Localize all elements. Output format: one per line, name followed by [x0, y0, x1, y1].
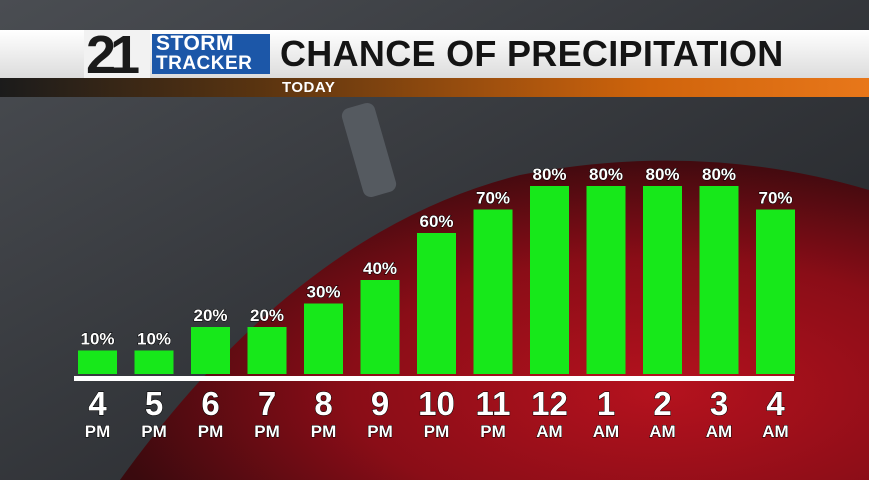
bar: [78, 350, 117, 374]
x-tick-period: PM: [367, 422, 393, 441]
logo-line1: STORM: [156, 32, 234, 55]
x-tick-hour: 4: [88, 385, 107, 422]
bar-value-label: 10%: [80, 330, 114, 349]
bar: [191, 327, 230, 374]
x-axis-line: [74, 376, 794, 381]
bar-value-label: 20%: [193, 306, 227, 325]
x-tick-hour: 6: [201, 385, 219, 422]
x-tick-period: AM: [649, 422, 675, 441]
page-title: CHANCE OF PRECIPITATION: [280, 33, 784, 74]
bar-value-label: 80%: [645, 165, 679, 184]
bar: [643, 186, 682, 374]
bar: [360, 280, 400, 374]
x-tick-hour: 4: [766, 385, 785, 422]
x-tick-period: PM: [141, 422, 167, 441]
x-tick-period: PM: [480, 422, 506, 441]
x-tick-hour: 5: [145, 385, 163, 422]
bar-value-label: 10%: [137, 330, 171, 349]
x-tick-period: AM: [593, 422, 619, 441]
x-tick-period: PM: [198, 422, 224, 441]
bar: [530, 186, 569, 374]
bar-value-label: 80%: [532, 165, 566, 184]
bar-value-label: 40%: [363, 259, 397, 278]
x-tick-hour: 2: [653, 385, 671, 422]
station-logo: 21 STORM TRACKER: [84, 25, 270, 85]
bar-value-label: 80%: [702, 165, 736, 184]
x-tick-hour: 9: [371, 385, 389, 422]
bar: [417, 233, 456, 374]
bar: [756, 209, 795, 374]
subtitle-bar: TODAY: [0, 78, 869, 97]
logo-number: 21: [86, 25, 140, 85]
x-tick-period: AM: [536, 422, 562, 441]
bar: [586, 186, 626, 374]
bar-value-label: 30%: [306, 283, 340, 302]
x-tick-period: AM: [706, 422, 732, 441]
bar-value-label: 80%: [589, 165, 623, 184]
x-tick-period: PM: [85, 422, 111, 441]
x-tick-period: PM: [311, 422, 337, 441]
logo-line2: TRACKER: [156, 53, 253, 74]
x-tick-period: AM: [762, 422, 788, 441]
bar: [247, 327, 287, 374]
subtitle: TODAY: [282, 79, 336, 96]
bar: [304, 303, 343, 374]
x-tick-hour: 11: [476, 385, 511, 422]
x-tick-hour: 3: [710, 385, 728, 422]
bar-value-label: 20%: [250, 306, 284, 325]
x-tick-hour: 8: [314, 385, 332, 422]
x-tick-hour: 10: [418, 385, 455, 422]
bar-value-label: 60%: [419, 212, 453, 231]
x-tick-period: PM: [424, 422, 450, 441]
bar: [134, 350, 174, 374]
x-tick-period: PM: [254, 422, 280, 441]
bar: [473, 209, 513, 374]
x-tick-hour: 7: [258, 385, 276, 422]
bar-value-label: 70%: [758, 189, 792, 208]
bar: [699, 186, 739, 374]
x-tick-hour: 1: [597, 385, 615, 422]
x-tick-hour: 12: [531, 385, 568, 422]
bar-value-label: 70%: [476, 189, 510, 208]
